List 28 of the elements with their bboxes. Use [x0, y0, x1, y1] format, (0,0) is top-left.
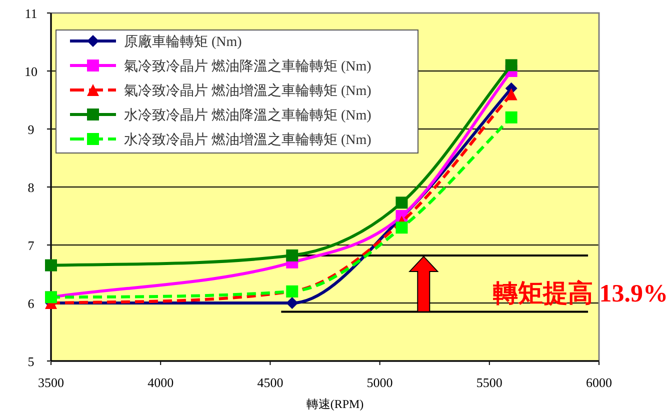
point — [45, 259, 57, 272]
point — [286, 297, 298, 309]
legend-label: 原廠車輪轉矩 (Nm) — [124, 34, 242, 50]
point — [505, 88, 518, 100]
x-tick-label: 5500 — [476, 375, 502, 390]
x-tick-label: 5000 — [366, 375, 393, 390]
annotation: 轉矩提高 13.9% — [492, 279, 668, 308]
point — [396, 196, 408, 209]
point — [286, 249, 298, 262]
point — [396, 222, 408, 234]
legend-label: 水冷致冷晶片 燃油增溫之車輪轉矩 (Nm) — [124, 132, 372, 148]
x-tick-label: 6000 — [586, 375, 612, 390]
y-tick-label: 11 — [24, 6, 38, 21]
legend-label: 氣冷致冷晶片 燃油增溫之車輪轉矩 (Nm) — [124, 83, 372, 99]
point — [505, 59, 518, 72]
y-tick-label: 8 — [28, 180, 34, 195]
y-tick-label: 6 — [28, 296, 35, 311]
y-tick-label: 5 — [28, 354, 34, 369]
x-axis-title: 轉速(RPM) — [306, 397, 364, 411]
legend-label: 水冷致冷晶片 燃油降溫之車輪轉矩 (Nm) — [124, 108, 372, 124]
legend-label: 氣冷致冷晶片 燃油降溫之車輪轉矩 (Nm) — [124, 58, 372, 74]
x-tick-label: 4000 — [148, 375, 174, 390]
y-tick-label: 7 — [28, 238, 35, 253]
x-tick-label: 3500 — [38, 375, 64, 390]
point — [505, 111, 518, 124]
y-tick-label: 10 — [24, 64, 38, 79]
y-tick-label: 9 — [28, 122, 34, 137]
x-tick-label: 4500 — [257, 375, 284, 390]
